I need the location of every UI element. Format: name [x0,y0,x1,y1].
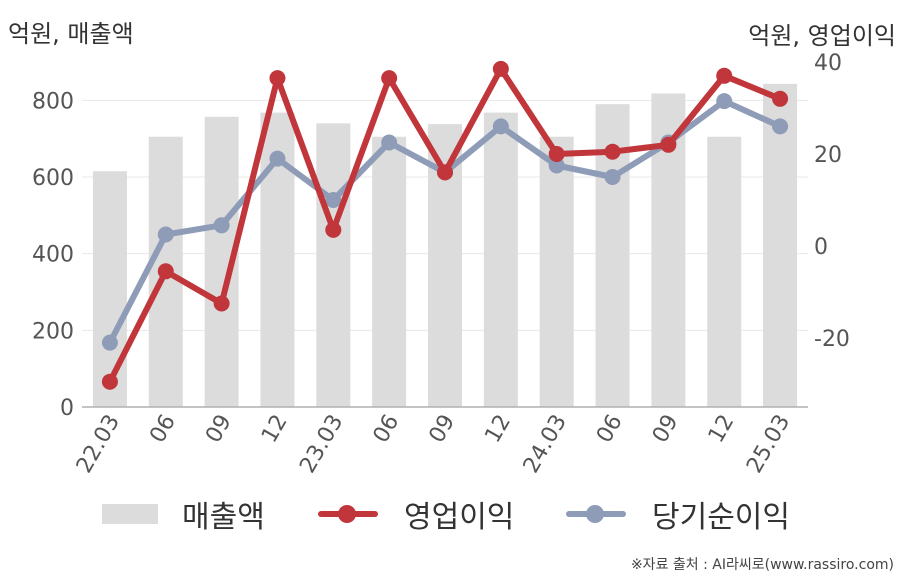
net-income-point [101,334,118,351]
revenue-bar [372,136,407,407]
net-income-point [325,192,342,208]
operating-profit-point [213,295,230,312]
right-axis-tick-label: 0 [814,235,828,260]
net-income-point [716,93,733,110]
legend-item-operating-profit: 영업이익 [318,494,515,535]
net-income-point [548,157,565,174]
x-axis-tick-label: 22.03 [72,411,125,478]
left-axis-tick-label: 200 [32,319,74,344]
legend-marker-net-income [586,505,604,523]
revenue-bar [539,136,574,407]
legend-line-swatch-net-income [566,505,626,523]
net-income-point [492,118,509,135]
operating-profit-point [381,70,398,87]
source-note: ※자료 출처 : AI라씨로(www.rassiro.com) [630,557,894,573]
operating-profit-point [492,60,509,77]
x-axis-tick-label: 12 [257,411,293,448]
x-axis-tick-label: 06 [592,411,628,448]
x-axis-tick-label: 25.03 [742,411,795,478]
revenue-bar [707,136,742,407]
right-axis-unit: 억원, 영업이익 [748,22,896,50]
operating-profit-point [157,263,174,280]
operating-profit-point [269,70,286,87]
operating-profit-point [325,221,342,238]
operating-profit-point [101,373,118,390]
x-axis-tick-label: 09 [648,411,684,448]
net-income-point [381,134,398,151]
left-axis-tick-label: 800 [32,89,74,114]
left-axis-unit: 억원, 매출액 [8,20,134,48]
left-axis-tick-label: 0 [60,396,74,421]
operating-profit-point [604,143,621,160]
net-income-point [772,118,789,135]
right-axis-tick-label: -20 [814,327,850,352]
legend-item-net-income: 당기순이익 [566,494,790,535]
x-axis-tick-label: 09 [425,411,461,448]
x-axis-tick-label: 23.03 [295,411,348,478]
legend-bar-swatch [102,504,158,524]
right-axis-tick-label: 40 [814,51,842,76]
legend-label-revenue: 매출액 [182,500,265,535]
net-income-point [213,217,230,234]
x-axis-tick-label: 12 [480,411,516,448]
operating-profit-point [716,67,733,84]
legend-label-operating-profit: 영업이익 [404,500,515,535]
left-axis-tick-label: 400 [32,243,74,268]
revenue-bar [483,112,518,407]
net-income-point [604,169,621,185]
x-axis-tick-label: 24.03 [519,411,572,478]
x-axis-tick-label: 06 [369,411,405,448]
legend-marker-operating-profit [338,505,356,523]
net-income-point [269,150,286,167]
revenue-bar [763,83,798,407]
x-axis-tick-label: 06 [145,411,181,448]
legend-item-revenue: 매출액 [102,494,265,535]
net-income-point [157,226,174,243]
legend-label-net-income: 당기순이익 [652,500,790,535]
revenue-bar [92,171,127,407]
legend-line-swatch-operating-profit [318,505,378,523]
revenue-bar [316,123,351,407]
right-axis-tick-label: 20 [814,143,842,168]
operating-profit-point [660,136,677,153]
operating-profit-point [437,164,453,181]
x-axis-tick-label: 12 [704,411,740,448]
operating-profit-point [548,146,565,162]
operating-profit-point [772,90,789,107]
x-axis-tick-label: 09 [201,411,237,448]
left-axis-tick-label: 600 [32,166,74,191]
